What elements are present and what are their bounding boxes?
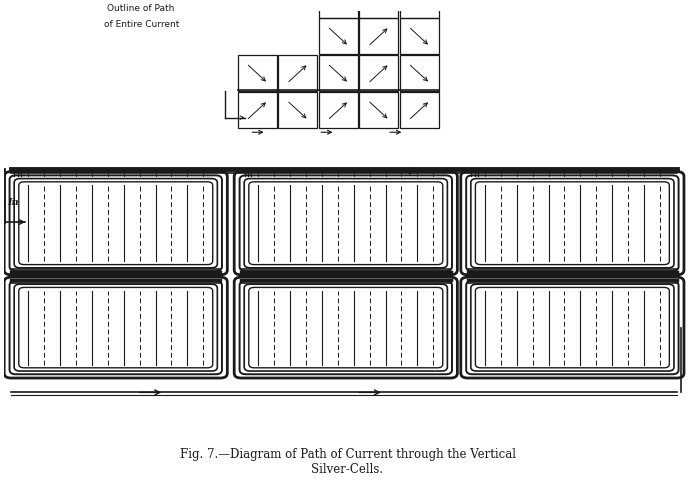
Text: of Entire Current: of Entire Current [104,20,179,30]
Bar [278,55,318,92]
Bar [238,93,277,128]
Text: Silver-Cells.: Silver-Cells. [311,463,384,476]
Bar [359,93,398,128]
Bar [319,55,358,92]
Bar [319,0,358,17]
Text: In: In [8,198,19,207]
Bar [400,55,439,92]
Bar [319,18,358,54]
Bar [400,18,439,54]
Bar [359,18,398,54]
Bar [238,55,277,92]
Text: Outline of Path: Outline of Path [107,4,174,13]
Bar [400,0,439,17]
Bar [400,93,439,128]
Text: Fig. 7.—Diagram of Path of Current through the Vertical: Fig. 7.—Diagram of Path of Current throu… [179,448,516,461]
Bar [278,93,318,128]
Bar [359,55,398,92]
Bar [319,93,358,128]
Bar [359,0,398,17]
